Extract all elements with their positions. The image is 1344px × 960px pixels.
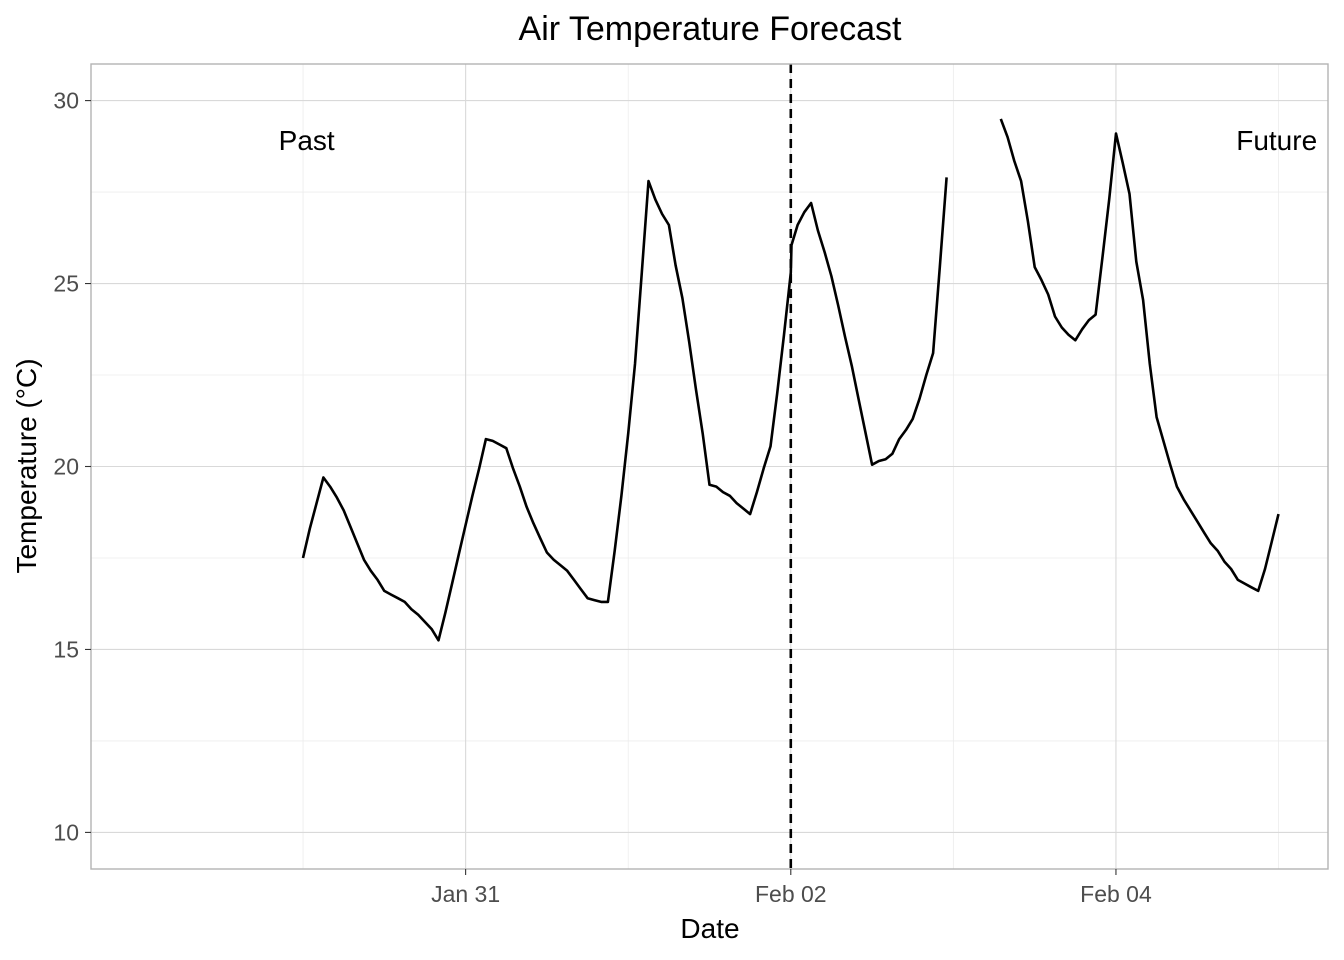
y-axis-title: Temperature (°C) xyxy=(11,358,42,573)
x-tick-label: Feb 02 xyxy=(755,881,827,907)
annotations: Past Future xyxy=(279,125,1318,156)
temperature-line-segment xyxy=(999,118,1280,593)
y-tick-label: 15 xyxy=(53,636,79,662)
x-axis-title: Date xyxy=(680,913,739,944)
annotation-past: Past xyxy=(279,125,335,156)
x-axis: Jan 31 Feb 02 Feb 04 xyxy=(431,869,1152,907)
y-tick-label: 10 xyxy=(53,819,79,845)
y-tick-label: 30 xyxy=(53,88,79,114)
y-tick-label: 25 xyxy=(53,271,79,297)
y-axis: 10 15 20 25 30 xyxy=(53,88,91,845)
grid xyxy=(91,64,1328,869)
y-tick-label: 20 xyxy=(53,454,79,480)
chart-title: Air Temperature Forecast xyxy=(519,10,903,48)
x-tick-label: Jan 31 xyxy=(431,881,500,907)
series-layer xyxy=(301,118,1280,642)
annotation-future: Future xyxy=(1236,125,1317,156)
temperature-line-segment xyxy=(301,177,948,642)
x-tick-label: Feb 04 xyxy=(1080,881,1152,907)
